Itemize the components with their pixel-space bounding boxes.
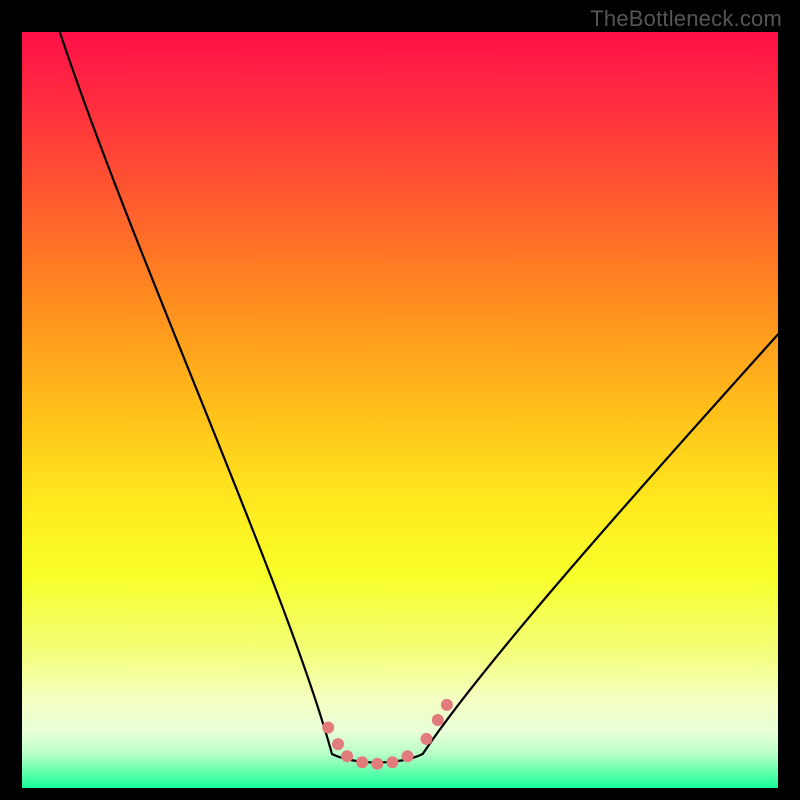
chart-background (22, 32, 778, 788)
valley-marker (420, 733, 432, 745)
watermark-text: TheBottleneck.com (590, 6, 782, 32)
valley-marker (322, 722, 334, 734)
chart-svg (22, 32, 778, 788)
valley-marker (332, 738, 344, 750)
valley-marker (386, 756, 398, 768)
chart-area (22, 32, 778, 788)
valley-marker (371, 758, 383, 770)
chart-container: TheBottleneck.com (0, 0, 800, 800)
valley-marker (402, 750, 414, 762)
valley-marker (356, 756, 368, 768)
valley-marker (341, 750, 353, 762)
valley-marker (432, 714, 444, 726)
valley-marker (441, 699, 453, 711)
